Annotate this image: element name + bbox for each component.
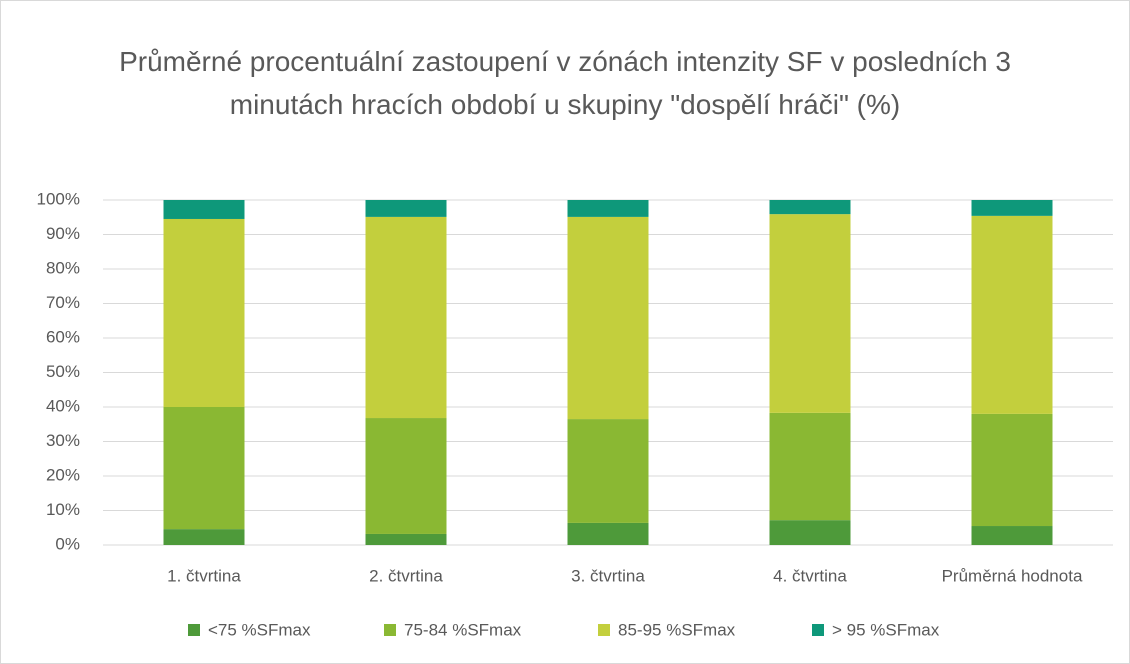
bar-segment [365,200,447,217]
bar-segment [971,526,1053,545]
bar-segment [365,533,447,545]
bar-segment [567,216,649,420]
y-tick-label: 60% [46,327,80,346]
bar-segment [769,520,851,545]
legend-swatch [188,624,200,636]
legend-swatch [384,624,396,636]
y-tick-label: 90% [46,224,80,243]
y-tick-label: 20% [46,465,80,484]
y-tick-label: 40% [46,396,80,415]
bar-segment [971,413,1053,527]
bar-segment [971,200,1053,216]
bar-segment [163,407,245,530]
x-tick-label: 3. čtvrtina [571,566,645,585]
y-tick-label: 30% [46,431,80,450]
y-tick-label: 0% [55,534,80,553]
y-tick-label: 80% [46,258,80,277]
x-tick-label: 2. čtvrtina [369,566,443,585]
legend-swatch [598,624,610,636]
x-tick-label: Průměrná hodnota [942,566,1083,585]
bar-segment [769,412,851,521]
chart-title: Průměrné procentuální zastoupení v zónác… [119,46,1011,120]
bar-segment [365,216,447,419]
y-tick-label: 100% [37,189,80,208]
x-tick-label: 1. čtvrtina [167,566,241,585]
legend-label: 85-95 %SFmax [618,620,736,639]
bar-segment [769,214,851,413]
y-tick-label: 10% [46,500,80,519]
bar-segment [567,522,649,545]
bar-segment [567,419,649,523]
y-tick-label: 70% [46,293,80,312]
bar-segment [365,418,447,534]
bar-segment [163,529,245,545]
legend-label: 75-84 %SFmax [404,620,522,639]
bar-segment [163,200,245,219]
legend-swatch [812,624,824,636]
bar-segment [769,200,851,215]
bar-segment [567,200,649,217]
bar-segment [971,215,1053,414]
legend-label: > 95 %SFmax [832,620,940,639]
bar-segment [163,218,245,407]
legend-label: <75 %SFmax [208,620,311,639]
x-tick-label: 4. čtvrtina [773,566,847,585]
y-tick-label: 50% [46,362,80,381]
